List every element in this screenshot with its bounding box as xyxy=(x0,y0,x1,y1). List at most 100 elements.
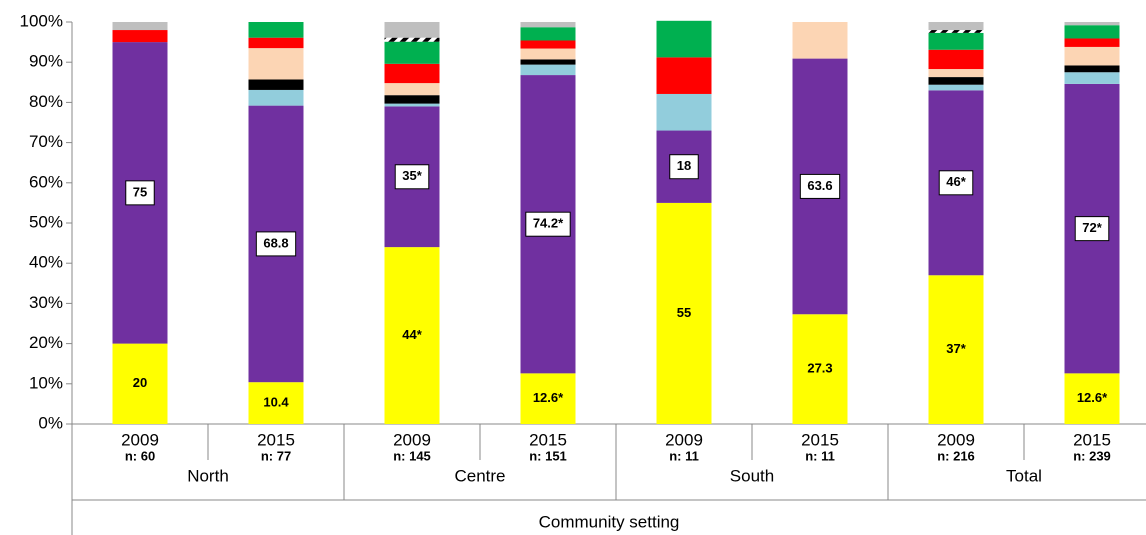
y-tick-label: 10% xyxy=(29,373,63,392)
x-tick-label: 2015 xyxy=(257,430,295,449)
data-label: 37* xyxy=(946,341,966,356)
bar-segment xyxy=(792,314,848,424)
data-label: 44* xyxy=(402,327,422,342)
bar-segment xyxy=(520,40,576,49)
bar-segment xyxy=(928,275,984,424)
bar-segment xyxy=(384,63,440,84)
data-label: 27.3 xyxy=(807,361,832,376)
bar-segment xyxy=(520,22,576,28)
bar-segment xyxy=(248,48,304,80)
bar-segment xyxy=(384,37,440,42)
bar-segment xyxy=(1064,46,1120,66)
group-label: South xyxy=(730,466,774,485)
label-box xyxy=(255,231,297,257)
x-tick-label: 2009 xyxy=(665,430,703,449)
bar-segment xyxy=(248,22,304,38)
n-label: n: 60 xyxy=(125,448,155,463)
data-label: 35* xyxy=(402,168,422,183)
bar-segment xyxy=(520,59,576,65)
x-tick-label: 2009 xyxy=(393,430,431,449)
data-label: 46* xyxy=(946,174,966,189)
x-tick-label: 2009 xyxy=(121,430,159,449)
y-tick-label: 70% xyxy=(29,132,63,151)
bar-segment xyxy=(520,48,576,60)
bar-segment xyxy=(928,69,984,78)
bar-segment xyxy=(928,22,984,31)
y-tick-label: 0% xyxy=(38,413,63,432)
data-label: 68.8 xyxy=(263,235,288,250)
bar-segment xyxy=(384,41,440,64)
bar-segment xyxy=(656,93,712,131)
n-label: n: 216 xyxy=(937,448,975,463)
data-label: 74.2* xyxy=(533,216,564,231)
group-label: Centre xyxy=(454,466,505,485)
y-tick-label: 90% xyxy=(29,52,63,71)
bar-segment xyxy=(1064,22,1120,26)
bar-segment xyxy=(656,57,712,94)
bar-segment xyxy=(112,30,168,43)
bar-segment xyxy=(248,37,304,49)
bar-segment xyxy=(1064,25,1120,39)
n-label: n: 151 xyxy=(529,448,567,463)
bar-segment xyxy=(520,64,576,76)
bar-segment xyxy=(112,343,168,424)
bar-segment xyxy=(248,89,304,106)
bar-segment xyxy=(656,20,712,58)
x-axis-title: Community setting xyxy=(539,512,680,531)
y-tick-label: 100% xyxy=(20,11,63,30)
bar-segment xyxy=(1064,373,1120,424)
n-label: n: 77 xyxy=(261,448,291,463)
bar-segment xyxy=(112,22,168,31)
group-label: North xyxy=(187,466,229,485)
bar-segment xyxy=(520,373,576,424)
bar-segment xyxy=(656,202,712,424)
n-label: n: 145 xyxy=(393,448,431,463)
data-label: 10.4 xyxy=(263,395,289,410)
y-tick-label: 60% xyxy=(29,172,63,191)
label-box xyxy=(938,170,974,196)
x-tick-label: 2015 xyxy=(801,430,839,449)
y-tick-label: 80% xyxy=(29,92,63,111)
bar-segment xyxy=(792,22,848,59)
bar-segment xyxy=(384,22,440,38)
bar-segment xyxy=(928,30,984,33)
y-tick-label: 20% xyxy=(29,333,63,352)
bar-segment xyxy=(520,27,576,41)
bar-segment xyxy=(384,103,440,107)
bar-segment xyxy=(928,84,984,91)
x-tick-label: 2015 xyxy=(1073,430,1111,449)
group-label: Total xyxy=(1006,466,1042,485)
bar-segment xyxy=(1064,38,1120,47)
data-label: 12.6* xyxy=(1077,390,1108,405)
data-label: 72* xyxy=(1082,220,1102,235)
bar-segment xyxy=(928,77,984,85)
bar-segment xyxy=(384,83,440,96)
data-label: 20 xyxy=(133,375,147,390)
x-tick-label: 2009 xyxy=(937,430,975,449)
y-tick-label: 40% xyxy=(29,253,63,272)
label-box xyxy=(525,211,571,237)
bar-segment xyxy=(248,382,304,424)
n-label: n: 11 xyxy=(669,448,699,463)
data-label: 18 xyxy=(677,158,691,173)
bar-segment xyxy=(1064,72,1120,84)
label-box xyxy=(1074,216,1110,242)
bar-segment xyxy=(928,32,984,50)
bar-segment xyxy=(384,95,440,104)
label-box xyxy=(799,173,841,199)
label-box xyxy=(125,180,155,206)
label-box xyxy=(669,154,699,180)
x-tick-label: 2015 xyxy=(529,430,567,449)
bar-segment xyxy=(928,49,984,70)
bar-segment xyxy=(1064,65,1120,73)
data-label: 12.6* xyxy=(533,390,564,405)
bar-segment xyxy=(248,79,304,90)
data-label: 75 xyxy=(133,184,147,199)
y-tick-label: 30% xyxy=(29,293,63,312)
n-label: n: 239 xyxy=(1073,448,1111,463)
n-label: n: 11 xyxy=(805,448,835,463)
label-box xyxy=(394,164,430,190)
bar-segment xyxy=(384,247,440,424)
data-label: 55 xyxy=(677,305,691,320)
